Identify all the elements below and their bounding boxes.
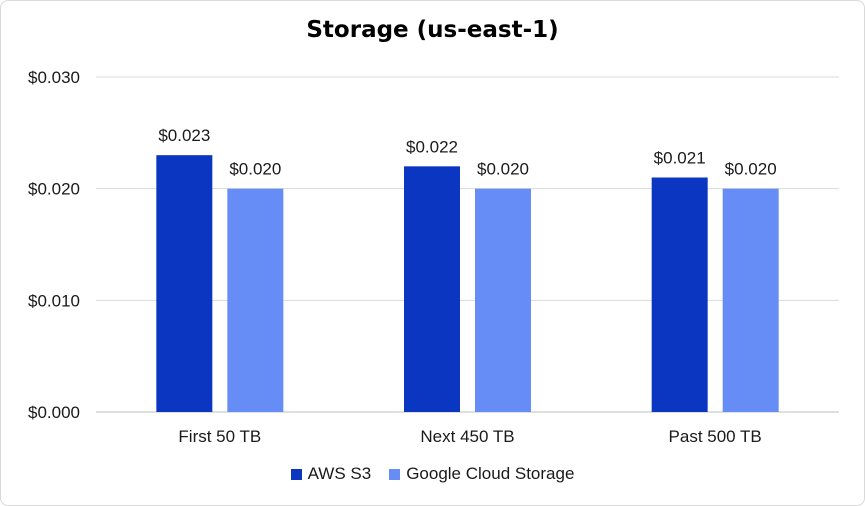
data-label: $0.023 (158, 126, 210, 145)
legend-label-gcs: Google Cloud Storage (406, 464, 575, 483)
x-tick-label: First 50 TB (178, 427, 261, 446)
bar (651, 177, 708, 412)
legend-label-aws: AWS S3 (307, 464, 372, 483)
y-tick-label: $0.010 (28, 291, 80, 310)
legend-item-aws: AWS S3 (290, 464, 372, 484)
data-label: $0.020 (477, 160, 529, 179)
bar (156, 155, 213, 412)
y-tick-label: $0.000 (28, 403, 80, 422)
bar (475, 188, 531, 412)
data-label: $0.020 (229, 160, 281, 179)
data-label: $0.020 (725, 160, 777, 179)
bar (722, 188, 779, 412)
data-label: $0.021 (654, 149, 706, 168)
y-tick-label: $0.020 (28, 180, 80, 199)
legend-swatch-gcs (389, 468, 401, 480)
bar (404, 166, 460, 412)
legend-swatch-aws (290, 468, 302, 480)
bar (227, 188, 284, 412)
chart-title: Storage (us-east-1) (306, 17, 559, 43)
data-label: $0.022 (406, 137, 458, 156)
y-tick-label: $0.030 (28, 68, 80, 87)
legend-item-gcs: Google Cloud Storage (389, 464, 574, 484)
legend: AWS S3 Google Cloud Storage (1, 464, 864, 484)
x-tick-label: Past 500 TB (669, 427, 762, 446)
x-tick-label: Next 450 TB (420, 427, 514, 446)
